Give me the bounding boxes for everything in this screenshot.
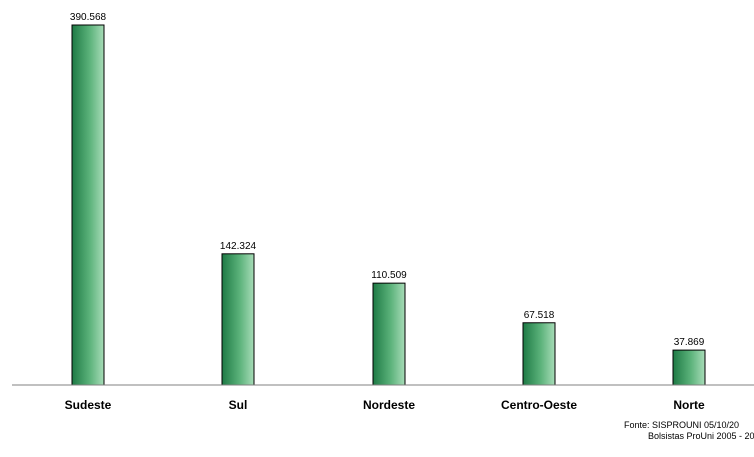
value-label-sudeste: 390.568 [70,12,107,23]
value-label-nordeste: 110.509 [371,270,407,281]
category-label-sul: Sul [229,398,248,412]
bar-centro-oeste [522,322,556,386]
category-label-nordeste: Nordeste [363,398,415,412]
source-line-1: Fonte: SISPROUNI 05/10/20 [624,420,740,430]
bar-nordeste [372,282,406,386]
source-line-2: Bolsistas ProUni 2005 - 20 [648,431,754,441]
value-label-norte: 37.869 [674,337,705,348]
bars-group [71,24,706,386]
category-label-sudeste: Sudeste [65,398,112,412]
value-label-centro-oeste: 67.518 [524,310,555,321]
category-label-norte: Norte [673,398,705,412]
category-label-centro-oeste: Centro-Oeste [501,398,577,412]
bar-norte [672,349,706,386]
bar-sul [221,253,255,386]
labels-group: 390.568 Sudeste 142.324 Sul 110.509 Nordeste 6… [65,12,705,412]
bar-sudeste [71,24,105,386]
value-label-sul: 142.324 [220,241,257,252]
